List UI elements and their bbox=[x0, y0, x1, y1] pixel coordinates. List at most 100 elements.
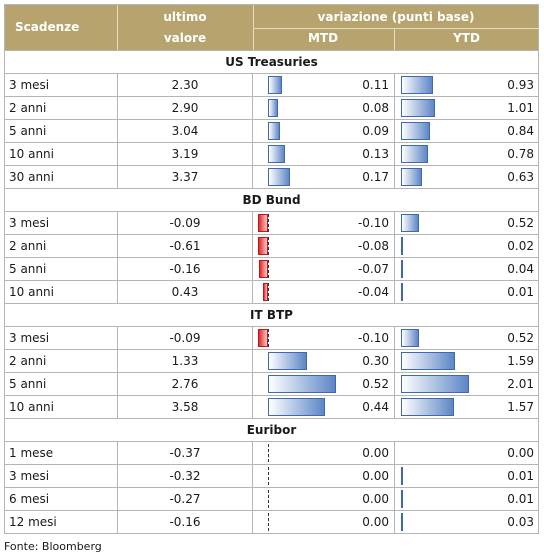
mtd-bar bbox=[258, 214, 268, 232]
maturity-label: 5 anni bbox=[9, 124, 47, 138]
header-variazione: variazione (punti base) bbox=[317, 10, 475, 24]
mtd-axis bbox=[268, 444, 269, 462]
mtd-cell: 0.11 bbox=[253, 74, 394, 96]
maturity-label: 6 mesi bbox=[9, 492, 50, 506]
mtd-cell: 0.52 bbox=[253, 373, 394, 395]
ytd-value: 2.01 bbox=[507, 377, 534, 391]
last-value: -0.09 bbox=[117, 212, 253, 234]
ytd-value: 0.01 bbox=[507, 492, 534, 506]
table-header: Scadenze ultimo valore variazione (punti… bbox=[5, 5, 539, 50]
mtd-bar bbox=[268, 122, 280, 140]
ytd-cell: 0.84 bbox=[394, 120, 539, 142]
mtd-value: 0.11 bbox=[362, 78, 389, 92]
table-body: US Treasuries 3 mesi 2.30 0.11 0.93 2 anni 2.9… bbox=[5, 50, 538, 533]
ytd-cell: 1.59 bbox=[394, 350, 539, 372]
last-value: -0.61 bbox=[117, 235, 253, 257]
header-divider bbox=[117, 5, 118, 50]
ytd-value: 1.59 bbox=[507, 354, 534, 368]
ytd-bar bbox=[401, 490, 403, 508]
table-row: 12 mesi -0.16 0.00 0.03 bbox=[5, 510, 538, 533]
ytd-value: 0.93 bbox=[507, 78, 534, 92]
section-title: BD Bund bbox=[5, 188, 538, 211]
maturity-label: 2 anni bbox=[9, 239, 47, 253]
ytd-bar bbox=[401, 329, 419, 347]
mtd-value: 0.52 bbox=[362, 377, 389, 391]
mtd-cell: 0.17 bbox=[253, 166, 394, 188]
mtd-value: 0.00 bbox=[362, 515, 389, 529]
ytd-value: 0.04 bbox=[507, 262, 534, 276]
mtd-axis bbox=[268, 214, 269, 232]
table-row: 2 anni 1.33 0.30 1.59 bbox=[5, 349, 538, 372]
header-divider bbox=[253, 28, 539, 29]
ytd-value: 0.52 bbox=[507, 216, 534, 230]
maturity-label: 5 anni bbox=[9, 262, 47, 276]
mtd-bar bbox=[268, 145, 285, 163]
mtd-bar bbox=[258, 329, 268, 347]
ytd-bar bbox=[401, 76, 433, 94]
ytd-cell: 0.52 bbox=[394, 212, 539, 234]
mtd-value: 0.17 bbox=[362, 170, 389, 184]
mtd-cell: 0.00 bbox=[253, 511, 394, 533]
ytd-cell: 0.52 bbox=[394, 327, 539, 349]
ytd-cell: 0.03 bbox=[394, 511, 539, 533]
ytd-bar bbox=[401, 375, 470, 393]
ytd-cell: 0.63 bbox=[394, 166, 539, 188]
ytd-cell: 0.93 bbox=[394, 74, 539, 96]
mtd-bar bbox=[268, 352, 307, 370]
ytd-value: 0.03 bbox=[507, 515, 534, 529]
maturity-label: 3 mesi bbox=[9, 331, 50, 345]
last-value: -0.32 bbox=[117, 465, 253, 487]
mtd-cell: -0.10 bbox=[253, 212, 394, 234]
maturity-label: 3 mesi bbox=[9, 216, 50, 230]
mtd-bar bbox=[268, 398, 326, 416]
mtd-value: -0.10 bbox=[357, 216, 389, 230]
mtd-axis bbox=[268, 283, 269, 301]
maturity-label: 3 mesi bbox=[9, 469, 50, 483]
table-row: 30 anni 3.37 0.17 0.63 bbox=[5, 165, 538, 188]
maturity-label: 10 anni bbox=[9, 400, 54, 414]
mtd-bar bbox=[268, 375, 336, 393]
header-mtd: MTD bbox=[307, 31, 339, 45]
maturity-label: 1 mese bbox=[9, 446, 54, 460]
ytd-cell: 2.01 bbox=[394, 373, 539, 395]
ytd-bar bbox=[401, 122, 430, 140]
maturity-label: 2 anni bbox=[9, 354, 47, 368]
mtd-axis bbox=[268, 490, 269, 508]
maturity-label: 30 anni bbox=[9, 170, 54, 184]
mtd-value: -0.07 bbox=[357, 262, 389, 276]
table-row: 3 mesi -0.09 -0.10 0.52 bbox=[5, 211, 538, 234]
section-title: US Treasuries bbox=[5, 50, 538, 73]
mtd-value: 0.08 bbox=[362, 101, 389, 115]
mtd-value: -0.04 bbox=[357, 285, 389, 299]
table-row: 10 anni 3.58 0.44 1.57 bbox=[5, 395, 538, 418]
mtd-cell: -0.04 bbox=[253, 281, 394, 303]
maturity-label: 10 anni bbox=[9, 147, 54, 161]
ytd-bar bbox=[401, 214, 419, 232]
ytd-value: 0.01 bbox=[507, 469, 534, 483]
mtd-value: 0.13 bbox=[362, 147, 389, 161]
mtd-cell: 0.30 bbox=[253, 350, 394, 372]
ytd-cell: 0.04 bbox=[394, 258, 539, 280]
header-divider bbox=[394, 29, 395, 50]
ytd-bar bbox=[401, 260, 403, 278]
mtd-cell: 0.44 bbox=[253, 396, 394, 418]
table-row: 3 mesi -0.09 -0.10 0.52 bbox=[5, 326, 538, 349]
last-value: 2.30 bbox=[117, 74, 253, 96]
ytd-bar bbox=[401, 467, 403, 485]
mtd-cell: 0.09 bbox=[253, 120, 394, 142]
ytd-bar bbox=[401, 168, 423, 186]
section-title: IT BTP bbox=[5, 303, 538, 326]
mtd-value: -0.08 bbox=[357, 239, 389, 253]
ytd-value: 0.63 bbox=[507, 170, 534, 184]
mtd-value: 0.30 bbox=[362, 354, 389, 368]
ytd-cell: 0.02 bbox=[394, 235, 539, 257]
table-row: 3 mesi -0.32 0.00 0.01 bbox=[5, 464, 538, 487]
mtd-axis bbox=[268, 237, 269, 255]
last-value: 3.19 bbox=[117, 143, 253, 165]
last-value: 3.37 bbox=[117, 166, 253, 188]
table-row: 2 anni 2.90 0.08 1.01 bbox=[5, 96, 538, 119]
ytd-value: 0.01 bbox=[507, 285, 534, 299]
source-note: Fonte: Bloomberg bbox=[4, 540, 102, 553]
last-value: 0.43 bbox=[117, 281, 253, 303]
mtd-value: -0.10 bbox=[357, 331, 389, 345]
